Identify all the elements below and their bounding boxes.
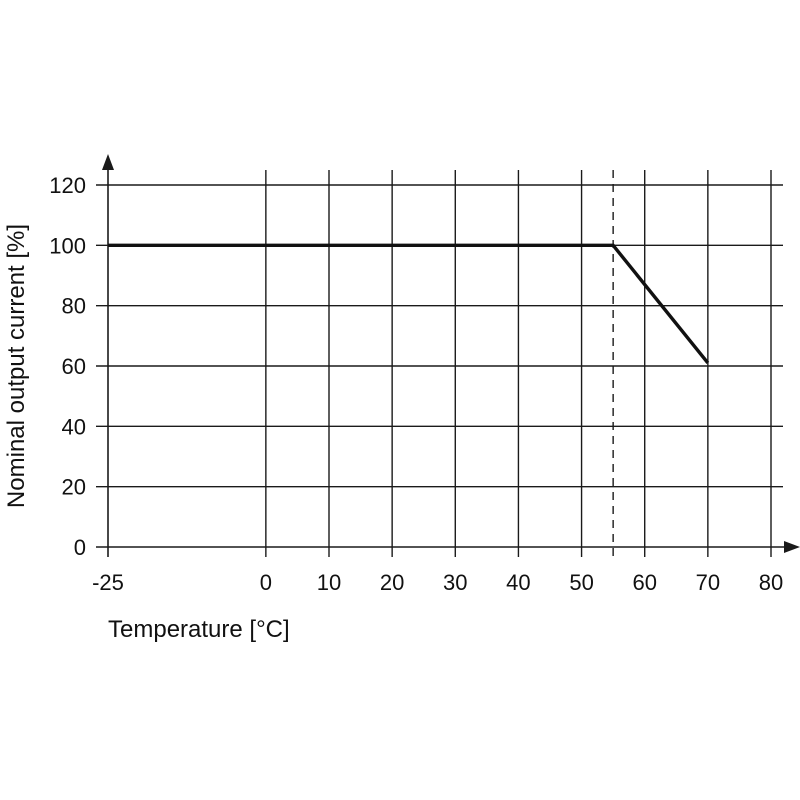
y-tick-label: 40 bbox=[62, 414, 86, 439]
x-tick-label: 70 bbox=[696, 570, 720, 595]
axes bbox=[96, 154, 800, 557]
x-tick-label: 10 bbox=[317, 570, 341, 595]
y-tick-label: 60 bbox=[62, 354, 86, 379]
x-axis-title: Temperature [°C] bbox=[108, 616, 290, 643]
x-tick-label: 40 bbox=[506, 570, 530, 595]
y-tick-labels: 0 20 40 60 80 100 120 bbox=[49, 173, 86, 560]
x-tick-label: -25 bbox=[92, 570, 124, 595]
y-tick-label: 120 bbox=[49, 173, 86, 198]
x-tick-label: 80 bbox=[759, 570, 783, 595]
derating-curve bbox=[108, 243, 710, 365]
y-axis-title: Nominal output current [%] bbox=[3, 224, 30, 508]
y-axis-arrow-icon bbox=[102, 154, 114, 170]
y-tick-label: 0 bbox=[74, 535, 86, 560]
y-tick-label: 20 bbox=[62, 475, 86, 500]
x-axis-arrow-icon bbox=[784, 541, 800, 553]
x-tick-label: 30 bbox=[443, 570, 467, 595]
x-tick-label: 50 bbox=[569, 570, 593, 595]
x-tick-labels: -25 0 10 20 30 40 50 60 70 80 bbox=[92, 570, 783, 595]
y-tick-label: 100 bbox=[49, 233, 86, 258]
grid bbox=[96, 170, 783, 557]
x-tick-label: 0 bbox=[260, 570, 272, 595]
x-tick-label: 60 bbox=[632, 570, 656, 595]
y-tick-label: 80 bbox=[62, 294, 86, 319]
series bbox=[108, 243, 710, 365]
x-tick-label: 20 bbox=[380, 570, 404, 595]
